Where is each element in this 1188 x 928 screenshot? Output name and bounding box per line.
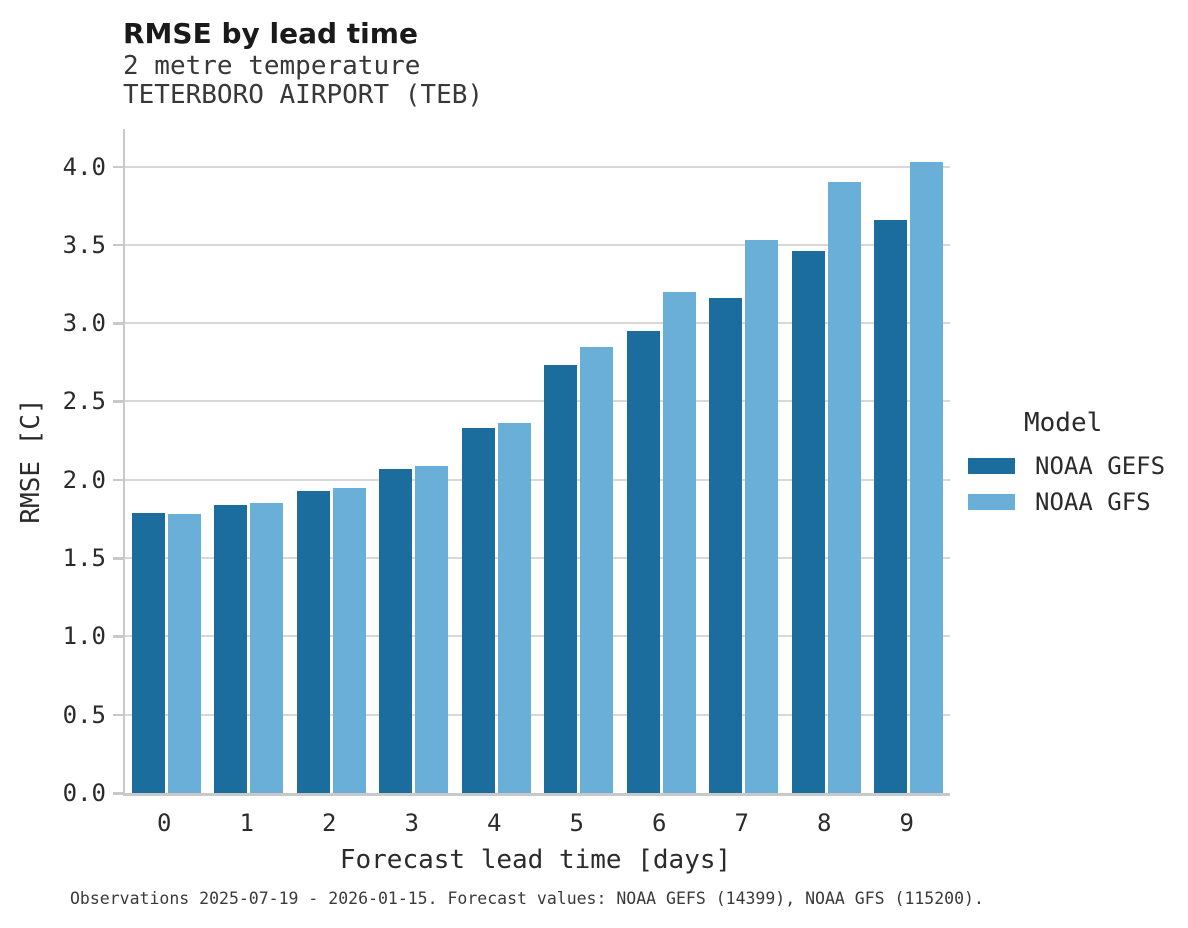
plot-area: [113, 129, 950, 796]
legend-swatch-noaa-gefs: [968, 458, 1015, 474]
legend-label-noaa-gefs: NOAA GEFS: [1035, 452, 1166, 480]
bar-noaa-gfs-day-1: [250, 503, 284, 793]
y-tick-label-0.0: 0.0: [62, 779, 106, 807]
bar-noaa-gefs-day-3: [379, 468, 413, 793]
y-tick-label-4.0: 4.0: [62, 152, 106, 181]
x-tick-label-7: 7: [734, 809, 749, 837]
y-tick-label-2.5: 2.5: [62, 387, 106, 416]
bar-noaa-gfs-day-7: [745, 240, 779, 793]
x-tick-label-2: 2: [322, 809, 337, 837]
gridline-y-3.5: [125, 243, 950, 246]
bar-noaa-gfs-day-8: [827, 182, 861, 793]
x-tick-label-0: 0: [157, 809, 172, 837]
legend-title: Model: [1024, 408, 1103, 438]
chart-subtitle-station: TETERBORO AIRPORT (TEB): [123, 80, 484, 110]
bar-noaa-gefs-day-6: [626, 331, 660, 793]
bar-noaa-gfs-day-0: [167, 514, 201, 793]
y-tick-label-1.5: 1.5: [62, 544, 106, 573]
bar-noaa-gfs-day-3: [415, 465, 449, 793]
bar-noaa-gfs-day-4: [497, 423, 531, 793]
bar-noaa-gfs-day-9: [910, 161, 944, 793]
y-tick-label-3.5: 3.5: [62, 230, 106, 259]
y-axis-label: RMSE [C]: [16, 398, 46, 524]
y-tick-mark-0.5: [113, 713, 123, 717]
bar-noaa-gefs-day-0: [131, 512, 165, 793]
bar-noaa-gefs-day-8: [791, 251, 825, 793]
bar-noaa-gfs-day-2: [332, 487, 366, 793]
y-tick-label-1.0: 1.0: [62, 622, 106, 651]
y-tick-mark-1.0: [113, 635, 123, 638]
legend-entry-noaa-gfs: NOAA GFS: [966, 484, 1165, 520]
bar-noaa-gefs-day-5: [544, 365, 578, 793]
y-tick-label-3.0: 3.0: [62, 309, 106, 338]
gridline-y-4.0: [125, 165, 950, 168]
x-tick-label-4: 4: [487, 809, 502, 837]
gridline-y-3.0: [125, 322, 950, 325]
bar-noaa-gfs-day-5: [580, 346, 614, 793]
chart-title: RMSE by lead time: [123, 17, 418, 50]
legend-entry-noaa-gefs: NOAA GEFS: [966, 448, 1165, 484]
y-tick-label-0.5: 0.5: [62, 700, 106, 729]
y-tick-mark-0.0: [113, 792, 123, 795]
y-tick-mark-4.0: [113, 165, 123, 169]
x-axis-label: Forecast lead time [days]: [339, 845, 732, 875]
x-tick-label-3: 3: [404, 809, 419, 837]
gridline-y-1.5: [125, 557, 950, 560]
bar-noaa-gefs-day-1: [214, 504, 248, 793]
gridline-y-1.0: [125, 635, 950, 638]
legend-swatch-noaa-gfs: [968, 494, 1015, 510]
x-tick-label-6: 6: [652, 809, 667, 837]
bar-noaa-gefs-day-7: [709, 298, 743, 793]
y-tick-mark-3.5: [113, 243, 123, 247]
gridline-y-2.5: [125, 400, 950, 403]
x-tick-label-1: 1: [239, 809, 254, 837]
legend-label-noaa-gfs: NOAA GFS: [1035, 488, 1151, 516]
x-tick-label-5: 5: [569, 809, 584, 837]
legend: Model NOAA GEFS NOAA GFS: [966, 408, 1165, 520]
y-tick-mark-2.0: [113, 478, 123, 482]
bar-noaa-gfs-day-6: [662, 291, 696, 793]
gridline-y-2.0: [125, 478, 950, 481]
bar-noaa-gefs-day-4: [461, 428, 495, 793]
chart-subtitle-variable: 2 metre temperature: [123, 51, 421, 81]
y-tick-label-2.0: 2.0: [62, 465, 106, 494]
x-tick-label-9: 9: [899, 809, 914, 837]
gridline-y-0.5: [125, 713, 950, 716]
footer-caption: Observations 2025-07-19 - 2026-01-15. Fo…: [70, 889, 984, 908]
bar-noaa-gefs-day-9: [874, 219, 908, 793]
x-tick-label-8: 8: [817, 809, 832, 837]
y-tick-mark-2.5: [113, 400, 123, 403]
y-tick-mark-1.5: [113, 557, 123, 560]
y-tick-mark-3.0: [113, 322, 123, 325]
bar-noaa-gefs-day-2: [296, 490, 330, 793]
